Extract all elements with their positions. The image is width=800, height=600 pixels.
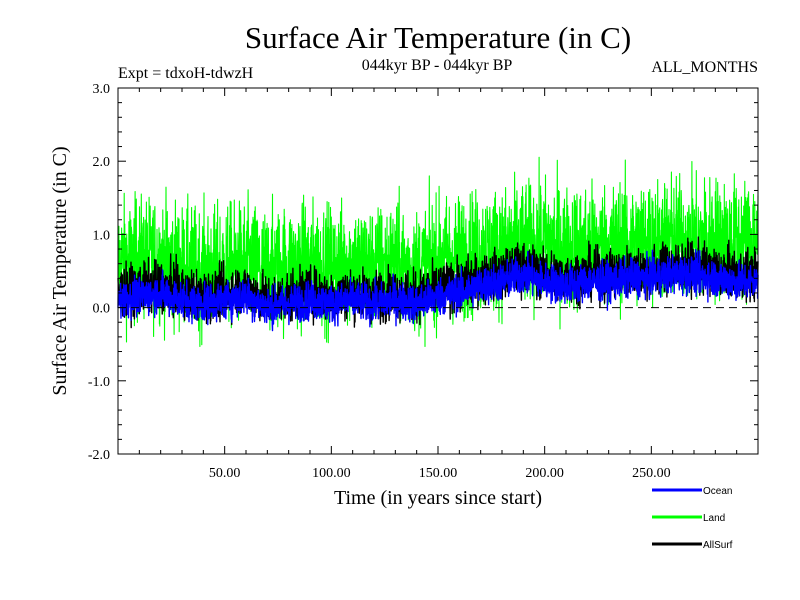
x-tick-label: 100.00 (312, 466, 351, 481)
y-tick-label: 2.0 (93, 155, 111, 170)
legend-label-land: Land (703, 513, 725, 524)
y-axis: -2.0 -1.0 0.0 1.0 2.0 3.0 (88, 82, 758, 463)
period-label: 044kyr BP - 044kyr BP (362, 57, 513, 74)
experiment-label: Expt = tdxoH-tdwzH (118, 65, 254, 82)
legend-label-allsurf: AllSurf (703, 540, 733, 551)
season-label: ALL_MONTHS (651, 59, 758, 76)
x-tick-label: 150.00 (419, 466, 458, 481)
y-axis-label: Surface Air Temperature (in C) (49, 146, 71, 395)
series-ocean-line (117, 248, 759, 332)
chart-title: Surface Air Temperature (in C) (245, 20, 631, 55)
y-tick-label: 1.0 (93, 228, 111, 243)
x-axis: 50.00 100.00 150.00 200.00 250.00 (138, 88, 738, 481)
plot-area (117, 156, 759, 348)
x-tick-label: 50.00 (209, 466, 241, 481)
x-axis-label: Time (in years since start) (334, 487, 542, 509)
y-tick-label: 3.0 (93, 82, 111, 97)
y-tick-label: 0.0 (93, 302, 111, 317)
legend: Ocean Land AllSurf (652, 486, 733, 551)
x-tick-label: 250.00 (632, 466, 671, 481)
x-tick-label: 200.00 (525, 466, 564, 481)
y-tick-label: -2.0 (88, 448, 110, 463)
legend-label-ocean: Ocean (703, 486, 732, 497)
y-tick-label: -1.0 (88, 375, 110, 390)
